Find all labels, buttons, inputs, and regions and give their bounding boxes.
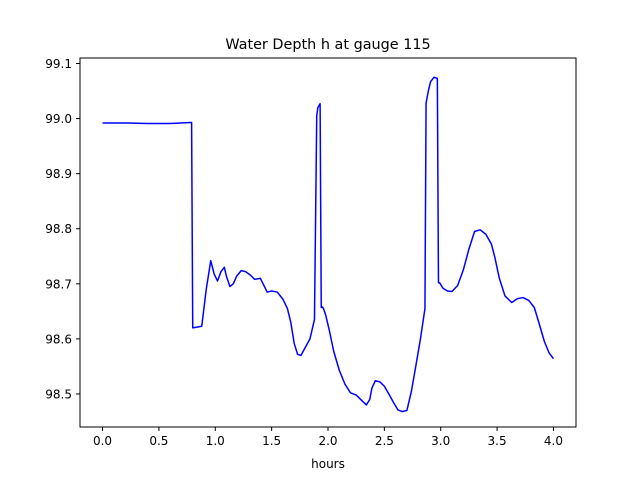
x-tick-label: 2.5 xyxy=(375,434,394,448)
y-tick-label: 98.9 xyxy=(45,167,72,181)
series-layer xyxy=(102,76,555,413)
x-tick-label: 2.0 xyxy=(318,434,337,448)
x-axis-label: hours xyxy=(311,457,345,471)
x-tick-label: 3.5 xyxy=(488,434,507,448)
chart-title: Water Depth h at gauge 115 xyxy=(225,37,430,53)
series-line xyxy=(102,76,555,413)
y-axis: 98.5 98.6 98.7 98.8 98.9 99.0 99.1 xyxy=(45,57,80,401)
y-tick-label: 99.0 xyxy=(45,112,72,126)
x-tick-label: 0.5 xyxy=(149,434,168,448)
x-tick-label: 4.0 xyxy=(544,434,563,448)
y-tick-label: 98.5 xyxy=(45,387,72,401)
y-tick-label: 99.1 xyxy=(45,57,72,71)
plot-area xyxy=(79,57,577,428)
plot-frame xyxy=(79,57,577,428)
x-tick-label: 1.0 xyxy=(206,434,225,448)
x-tick-label: 0.0 xyxy=(93,434,112,448)
y-tick-label: 98.6 xyxy=(45,332,72,346)
x-tick-label: 1.5 xyxy=(262,434,281,448)
x-axis: 0.0 0.5 1.0 1.5 2.0 2.5 3.0 3.5 4.0 xyxy=(93,427,563,448)
y-tick-label: 98.8 xyxy=(45,222,72,236)
x-tick-label: 3.0 xyxy=(431,434,450,448)
y-tick-label: 98.7 xyxy=(45,277,72,291)
